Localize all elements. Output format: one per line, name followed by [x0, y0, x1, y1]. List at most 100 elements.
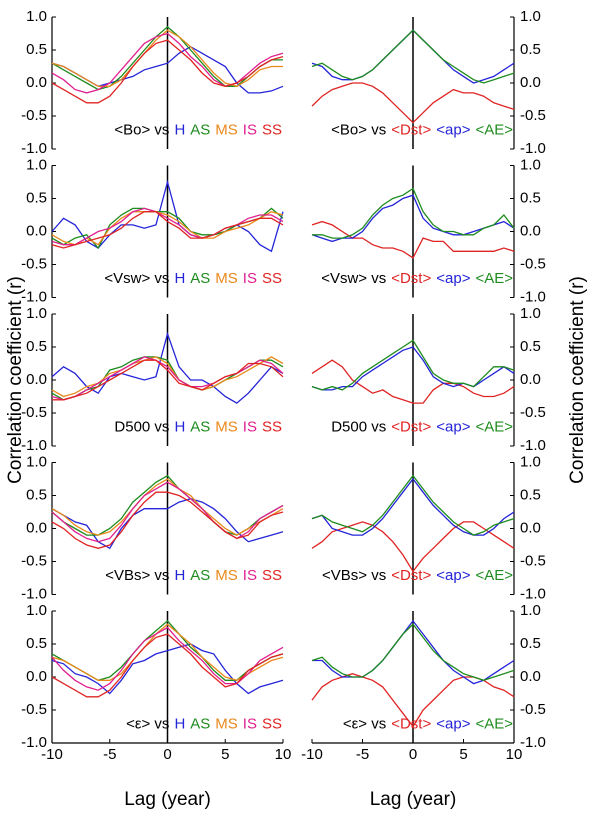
y-tick-label: 0.5	[520, 635, 541, 652]
y-tick-label: 0.5	[26, 338, 47, 355]
y-tick-label: 0.0	[520, 519, 541, 536]
legend: <VBs> vs H AS MS IS SS	[105, 567, 282, 584]
legend-entry: <ap>	[436, 567, 470, 584]
panel: -1.0 -0.5 0.0 0.5 1.0 <Bo> vs <Dst> <ap> <AE>	[311, 8, 546, 157]
y-tick-label: -1.0	[21, 585, 47, 602]
y-tick-label: -0.5	[21, 255, 47, 272]
panel: -1.0 -0.5 0.0 0.5 1.0 <Bo> vs H AS MS IS SS	[21, 8, 284, 157]
legend: <ε> vs H AS MS IS SS	[126, 715, 282, 732]
legend-entry: <Dst>	[391, 715, 431, 732]
y-tick-label: 1.0	[26, 305, 47, 322]
y-tick-label: -0.5	[21, 404, 47, 421]
legend: <Bo> vs H AS MS IS SS	[114, 121, 282, 138]
y-tick-label: 0.5	[26, 41, 47, 58]
panel: -1.0 -0.5 0.0 0.5 1.0 <VBs> vs <Dst> <ap> <AE>	[311, 453, 546, 602]
series-line	[311, 359, 515, 404]
x-tick-label: -10	[301, 746, 323, 763]
panel-title: <Bo> vs	[331, 121, 386, 138]
x-tick-label: -5	[356, 746, 369, 763]
y-tick-label: 0.0	[520, 74, 541, 91]
y-tick-label: 1.0	[26, 453, 47, 470]
x-tick-label: -10	[41, 746, 63, 763]
x-tick-label: 5	[459, 746, 467, 763]
legend-entry: H	[174, 715, 185, 732]
legend-entry: SS	[262, 567, 282, 584]
x-tick-label: 10	[506, 746, 523, 763]
panel: -1.0 -0.5 0.0 0.5 1.0 <ε> vs H AS MS IS SS -10 -5 0 5 1…	[21, 602, 291, 810]
y-tick-label: 0.5	[26, 635, 47, 652]
panel-title: <VBs> vs	[322, 567, 386, 584]
series-line	[311, 194, 515, 243]
panel-title: <ε> vs	[126, 715, 169, 732]
y-tick-label: -1.0	[21, 288, 47, 305]
legend: D500 vs <Dst> <ap> <AE>	[331, 418, 513, 435]
y-tick-label: 1.0	[520, 453, 541, 470]
y-tick-label: -0.5	[21, 107, 47, 124]
series-line	[312, 187, 515, 239]
panel-title: D500 vs	[114, 418, 169, 435]
series-line	[51, 478, 284, 536]
legend-entry: IS	[243, 715, 257, 732]
panel-title: <Vsw> vs	[104, 270, 169, 287]
legend-entry: IS	[243, 567, 257, 584]
series-line	[51, 179, 284, 253]
series-line	[51, 498, 284, 550]
legend-entry: AS	[190, 270, 210, 287]
panel: -1.0 -0.5 0.0 0.5 1.0 <ε> vs <Dst> <ap> <AE> -10 -…	[301, 602, 546, 810]
x-tick-label: 0	[409, 746, 417, 763]
y-tick-label: -1.0	[520, 288, 546, 305]
legend-entry: <Dst>	[391, 270, 431, 287]
legend-entry: <Dst>	[391, 567, 431, 584]
legend-entry: SS	[262, 270, 282, 287]
panel: -1.0 -0.5 0.0 0.5 1.0 D500 vs <Dst> <ap> <AE> Cor…	[311, 276, 588, 484]
legend-entry: <AE>	[475, 418, 513, 435]
y-tick-label: -1.0	[520, 437, 546, 454]
legend-entry: <Dst>	[391, 121, 431, 138]
series-line	[51, 491, 284, 549]
legend-entry: H	[174, 270, 185, 287]
y-tick-label: 0.5	[520, 486, 541, 503]
legend-entry: SS	[262, 715, 282, 732]
legend-entry: <AE>	[475, 715, 513, 732]
legend-entry: <ap>	[436, 418, 470, 435]
series-line	[51, 633, 284, 698]
series-line	[51, 32, 284, 94]
series-line	[52, 359, 284, 401]
y-tick-label: -0.5	[520, 552, 546, 569]
y-tick-label: -0.5	[21, 701, 47, 718]
legend-entry: <ap>	[436, 121, 470, 138]
series-line	[51, 211, 284, 249]
y-tick-label: -1.0	[520, 140, 546, 157]
legend-entry: H	[174, 567, 185, 584]
y-tick-label: -1.0	[21, 140, 47, 157]
y-tick-label: -0.5	[520, 107, 546, 124]
series-line	[311, 220, 515, 259]
panel-title: <VBs> vs	[105, 567, 169, 584]
series-line	[311, 623, 515, 681]
y-tick-label: -1.0	[21, 437, 47, 454]
legend-entry: AS	[190, 418, 210, 435]
series-line	[311, 521, 515, 573]
legend-entry: MS	[215, 270, 238, 287]
legend-entry: H	[174, 418, 185, 435]
series-line	[312, 619, 515, 685]
series-line	[311, 477, 515, 536]
y-tick-label: 1.0	[520, 602, 541, 619]
y-tick-label: 1.0	[26, 156, 47, 173]
x-tick-label: -5	[103, 746, 116, 763]
series-line	[51, 643, 284, 695]
y-axis-label: Correlation coefficient (r)	[5, 276, 26, 484]
legend: <ε> vs <Dst> <ap> <AE>	[343, 715, 513, 732]
x-axis-label: Lag (year)	[370, 789, 457, 810]
series-line	[311, 474, 515, 536]
legend-entry: <AE>	[475, 121, 513, 138]
y-tick-label: 0.0	[26, 519, 47, 536]
y-tick-label: 0.5	[520, 189, 541, 206]
legend: <VBs> vs <Dst> <ap> <AE>	[322, 567, 513, 584]
y-tick-label: 1.0	[520, 156, 541, 173]
legend: D500 vs H AS MS IS SS	[114, 418, 282, 435]
y-tick-label: 0.5	[520, 338, 541, 355]
legend-entry: AS	[190, 715, 210, 732]
panel-title: <Vsw> vs	[321, 270, 386, 287]
